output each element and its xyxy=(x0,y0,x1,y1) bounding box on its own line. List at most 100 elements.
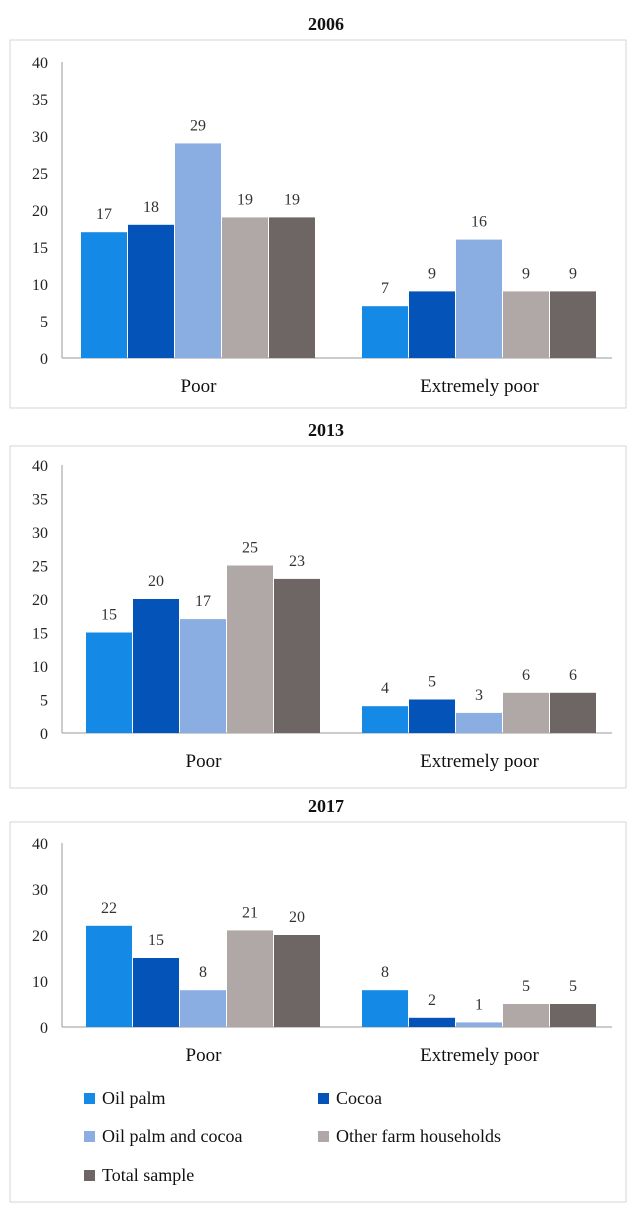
chart-frame xyxy=(9,445,627,789)
y-tick-label: 0 xyxy=(40,1020,48,1037)
data-label: 3 xyxy=(475,687,483,704)
data-label: 8 xyxy=(381,964,389,981)
y-tick-label: 0 xyxy=(40,351,48,368)
y-tick-label: 10 xyxy=(32,277,48,294)
bar-total-sample xyxy=(550,692,596,733)
data-label: 15 xyxy=(148,932,164,949)
bar-oil-palm-and-cocoa xyxy=(456,712,502,733)
data-label: 6 xyxy=(522,667,530,684)
legend-label: Oil palm and cocoa xyxy=(102,1126,242,1146)
chart-title: 2006 xyxy=(308,14,344,34)
y-tick-label: 5 xyxy=(40,693,48,710)
category-label: Extremely poor xyxy=(420,376,539,397)
chart-panel-2013: 2013 0 5 10 15 20 25 30 35 40 15 20 17 25 23 Poor 4 5 3 6 6 E… xyxy=(9,420,627,789)
legend-swatch xyxy=(318,1131,329,1142)
category-label: Poor xyxy=(186,751,223,772)
bar-other-farm-households xyxy=(227,930,273,1027)
data-label: 19 xyxy=(284,191,300,208)
bar-oil-palm xyxy=(86,632,132,733)
legend-label: Cocoa xyxy=(336,1088,382,1108)
data-label: 22 xyxy=(101,900,117,917)
legend-label: Other farm households xyxy=(336,1126,501,1146)
y-tick-label: 30 xyxy=(32,129,48,146)
data-label: 25 xyxy=(242,540,258,557)
data-label: 4 xyxy=(381,680,389,697)
y-tick-label: 25 xyxy=(32,166,48,183)
bar-other-farm-households xyxy=(227,565,273,733)
bar-cocoa xyxy=(409,699,455,733)
y-tick-label: 35 xyxy=(32,492,48,509)
category-label: Poor xyxy=(181,376,218,397)
data-label: 18 xyxy=(143,199,159,216)
y-tick-label: 40 xyxy=(32,836,48,853)
y-tick-label: 15 xyxy=(32,240,48,257)
y-tick-label: 40 xyxy=(32,458,48,475)
bar-oil-palm-and-cocoa xyxy=(456,239,502,358)
legend-swatch xyxy=(84,1131,95,1142)
bar-total-sample xyxy=(274,935,320,1027)
data-label: 1 xyxy=(475,996,483,1013)
y-tick-label: 20 xyxy=(32,592,48,609)
bar-cocoa xyxy=(409,1017,455,1027)
data-label: 20 xyxy=(289,909,305,926)
bar-oil-palm-and-cocoa xyxy=(180,990,226,1027)
bar-other-farm-households xyxy=(503,1004,549,1027)
bar-oil-palm-and-cocoa xyxy=(180,619,226,733)
chart-panel-2006: 2006 0 5 10 15 20 25 30 35 40 17 18 29 19 19 Poor 7 9 16 9 9… xyxy=(9,14,627,409)
data-label: 29 xyxy=(190,117,206,134)
bar-cocoa xyxy=(409,291,455,358)
data-label: 2 xyxy=(428,992,436,1009)
bar-oil-palm xyxy=(362,706,408,733)
legend-item: Oil palm xyxy=(84,1088,166,1108)
y-tick-label: 15 xyxy=(32,626,48,643)
y-tick-label: 40 xyxy=(32,55,48,72)
y-tick-label: 20 xyxy=(32,203,48,220)
bar-oil-palm xyxy=(362,990,408,1027)
chart-title: 2013 xyxy=(308,420,344,440)
y-tick-label: 35 xyxy=(32,92,48,109)
bar-oil-palm xyxy=(81,232,127,358)
data-label: 7 xyxy=(381,280,389,297)
bar-cocoa xyxy=(133,599,179,733)
data-label: 9 xyxy=(522,265,530,282)
data-label: 5 xyxy=(569,978,577,995)
legend-label: Total sample xyxy=(102,1165,194,1185)
bar-oil-palm-and-cocoa xyxy=(175,143,221,358)
legend: Oil palm Cocoa Oil palm and cocoa Other far… xyxy=(84,1088,501,1185)
y-tick-label: 20 xyxy=(32,928,48,945)
legend-swatch xyxy=(84,1170,95,1181)
data-label: 5 xyxy=(428,674,436,691)
data-label: 23 xyxy=(289,553,305,570)
y-tick-label: 30 xyxy=(32,525,48,542)
data-label: 5 xyxy=(522,978,530,995)
y-tick-label: 5 xyxy=(40,314,48,331)
legend-item: Oil palm and cocoa xyxy=(84,1126,242,1146)
bar-oil-palm xyxy=(86,925,132,1027)
bar-other-farm-households xyxy=(222,217,268,358)
y-tick-label: 25 xyxy=(32,559,48,576)
y-tick-label: 0 xyxy=(40,726,48,743)
category-label: Extremely poor xyxy=(420,751,539,772)
data-label: 9 xyxy=(569,265,577,282)
bar-oil-palm xyxy=(362,306,408,358)
data-label: 8 xyxy=(199,964,207,981)
y-tick-label: 10 xyxy=(32,974,48,991)
bar-cocoa xyxy=(128,224,174,358)
chart-frame xyxy=(9,39,627,409)
bar-other-farm-households xyxy=(503,692,549,733)
data-label: 19 xyxy=(237,191,253,208)
data-label: 9 xyxy=(428,265,436,282)
legend-label: Oil palm xyxy=(102,1088,166,1108)
bar-total-sample xyxy=(274,578,320,733)
y-tick-label: 30 xyxy=(32,882,48,899)
data-label: 16 xyxy=(471,214,487,231)
bar-cocoa xyxy=(133,958,179,1027)
legend-swatch xyxy=(84,1093,95,1104)
data-label: 15 xyxy=(101,607,117,624)
y-tick-label: 10 xyxy=(32,659,48,676)
bar-total-sample xyxy=(550,291,596,358)
data-label: 6 xyxy=(569,667,577,684)
chart-title: 2017 xyxy=(308,796,344,816)
bar-total-sample xyxy=(550,1004,596,1027)
